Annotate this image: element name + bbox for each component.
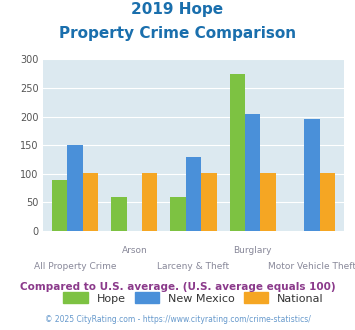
Bar	[170, 197, 186, 231]
Text: 2019 Hope: 2019 Hope	[131, 2, 224, 16]
Text: All Property Crime: All Property Crime	[34, 262, 116, 271]
Bar	[245, 114, 260, 231]
Bar	[52, 180, 67, 231]
Bar	[230, 74, 245, 231]
Bar	[83, 173, 98, 231]
Bar	[186, 157, 201, 231]
Bar	[201, 173, 217, 231]
Text: Property Crime Comparison: Property Crime Comparison	[59, 26, 296, 41]
Text: Larceny & Theft: Larceny & Theft	[157, 262, 230, 271]
Bar	[320, 173, 335, 231]
Bar	[142, 173, 157, 231]
Text: Motor Vehicle Theft: Motor Vehicle Theft	[268, 262, 355, 271]
Bar	[111, 197, 127, 231]
Text: Compared to U.S. average. (U.S. average equals 100): Compared to U.S. average. (U.S. average …	[20, 282, 335, 292]
Text: © 2025 CityRating.com - https://www.cityrating.com/crime-statistics/: © 2025 CityRating.com - https://www.city…	[45, 315, 310, 324]
Bar	[260, 173, 276, 231]
Text: Burglary: Burglary	[233, 246, 272, 255]
Bar	[67, 145, 83, 231]
Text: Arson: Arson	[121, 246, 147, 255]
Bar	[304, 119, 320, 231]
Legend: Hope, New Mexico, National: Hope, New Mexico, National	[59, 288, 328, 308]
